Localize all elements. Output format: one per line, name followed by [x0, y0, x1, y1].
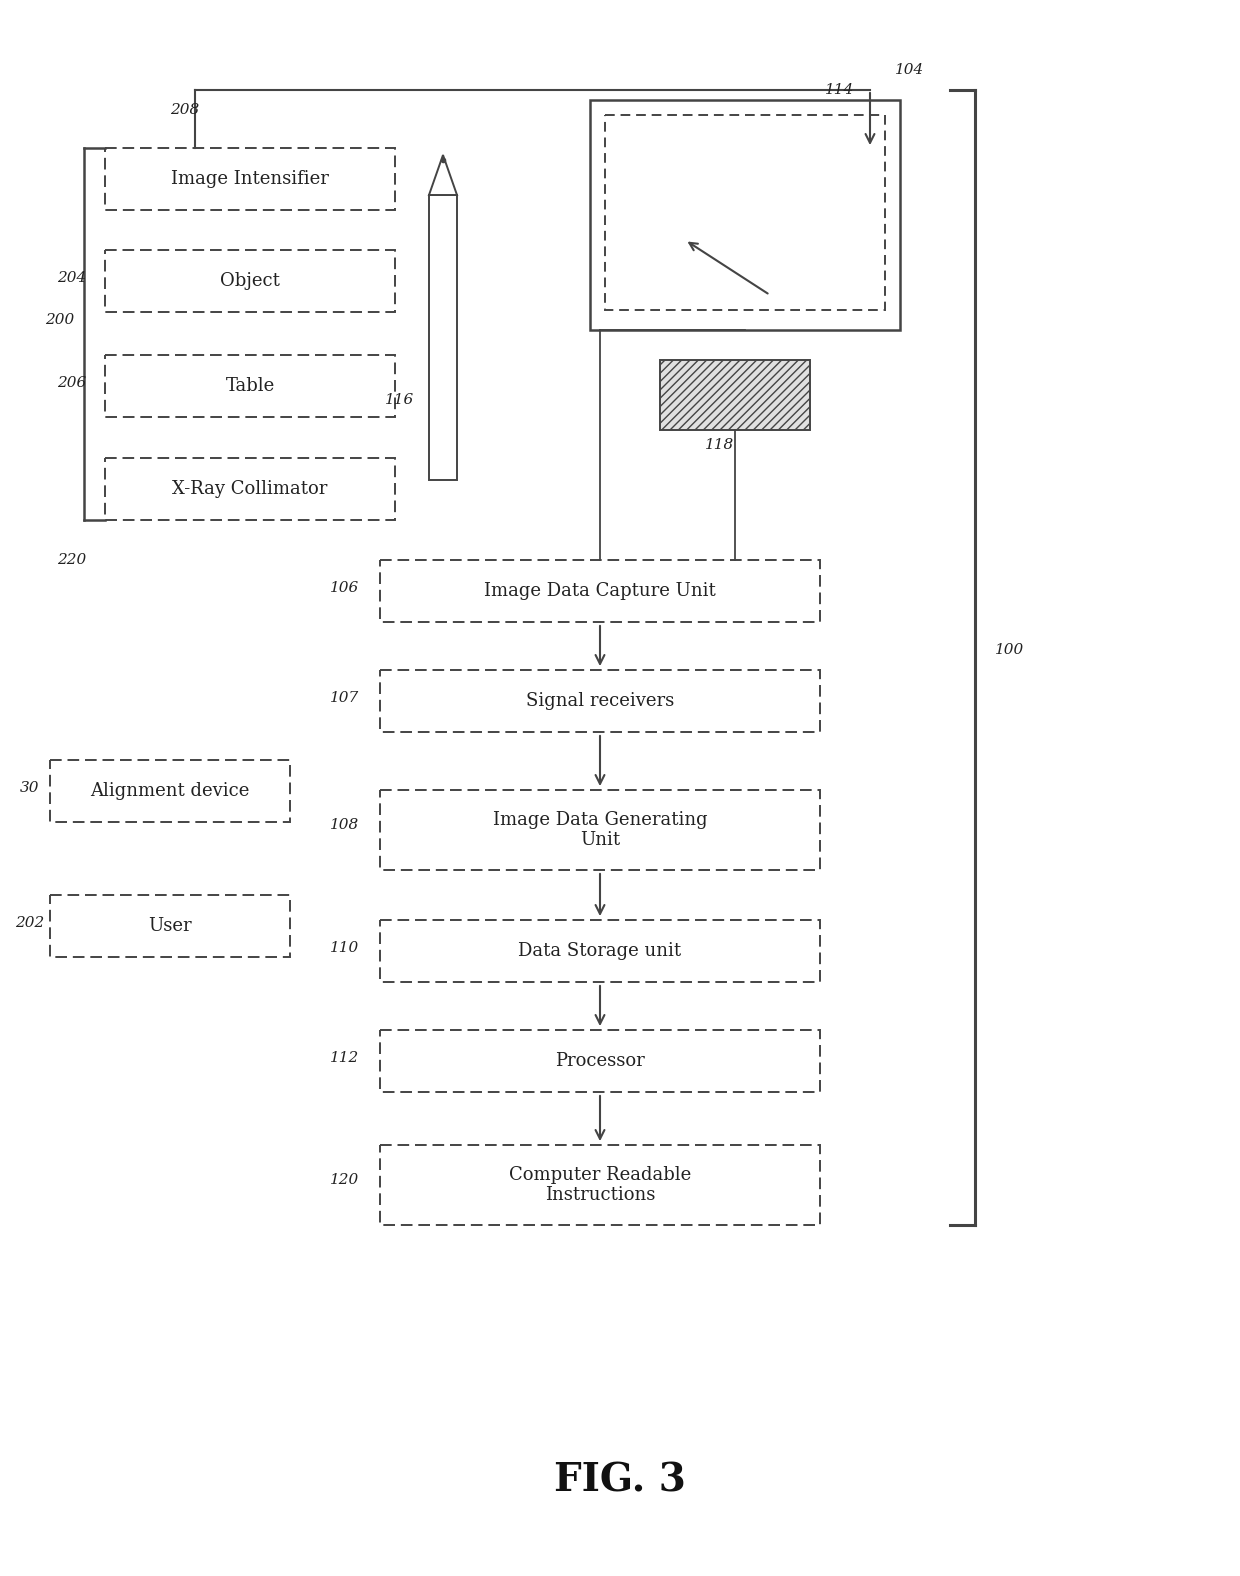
Text: 114: 114 — [826, 84, 854, 98]
Bar — [379, 1031, 820, 1092]
Text: 104: 104 — [895, 63, 925, 77]
Bar — [105, 355, 396, 418]
Text: 107: 107 — [330, 690, 360, 704]
Bar — [50, 760, 290, 823]
Text: 120: 120 — [330, 1173, 360, 1187]
Text: 206: 206 — [57, 377, 87, 389]
Text: 202: 202 — [15, 916, 45, 930]
Text: 100: 100 — [996, 643, 1024, 657]
Text: X-Ray Collimator: X-Ray Collimator — [172, 481, 327, 498]
Text: User: User — [149, 917, 192, 935]
Text: 106: 106 — [330, 582, 360, 596]
Text: Table: Table — [226, 377, 274, 396]
Text: 204: 204 — [57, 271, 87, 285]
Bar — [605, 115, 885, 310]
Bar — [105, 148, 396, 210]
Text: Data Storage unit: Data Storage unit — [518, 942, 682, 960]
Text: Image Data Capture Unit: Image Data Capture Unit — [484, 582, 715, 600]
Bar — [379, 920, 820, 982]
Polygon shape — [429, 154, 458, 195]
Bar — [105, 459, 396, 520]
Text: Processor: Processor — [556, 1053, 645, 1070]
Text: 200: 200 — [46, 314, 74, 326]
Text: 30: 30 — [20, 782, 40, 794]
Bar — [429, 195, 458, 481]
Text: 208: 208 — [170, 102, 200, 117]
Text: Object: Object — [219, 273, 280, 290]
Bar — [379, 1146, 820, 1225]
Text: 118: 118 — [706, 438, 734, 452]
Bar — [105, 251, 396, 312]
Bar — [379, 559, 820, 623]
Text: 220: 220 — [57, 553, 87, 567]
Text: 112: 112 — [330, 1051, 360, 1065]
Text: 116: 116 — [386, 392, 414, 407]
Text: FIG. 3: FIG. 3 — [554, 1461, 686, 1499]
Bar — [379, 790, 820, 870]
Text: 110: 110 — [330, 941, 360, 955]
Text: Computer Readable
Instructions: Computer Readable Instructions — [508, 1166, 691, 1204]
Text: Alignment device: Alignment device — [91, 782, 249, 801]
Text: 108: 108 — [330, 818, 360, 832]
Bar — [50, 895, 290, 957]
Text: Image Intensifier: Image Intensifier — [171, 170, 329, 188]
Text: Image Data Generating
Unit: Image Data Generating Unit — [492, 810, 707, 849]
Bar — [590, 99, 900, 329]
Text: Signal receivers: Signal receivers — [526, 692, 675, 711]
Bar — [379, 670, 820, 731]
Bar — [660, 359, 810, 430]
